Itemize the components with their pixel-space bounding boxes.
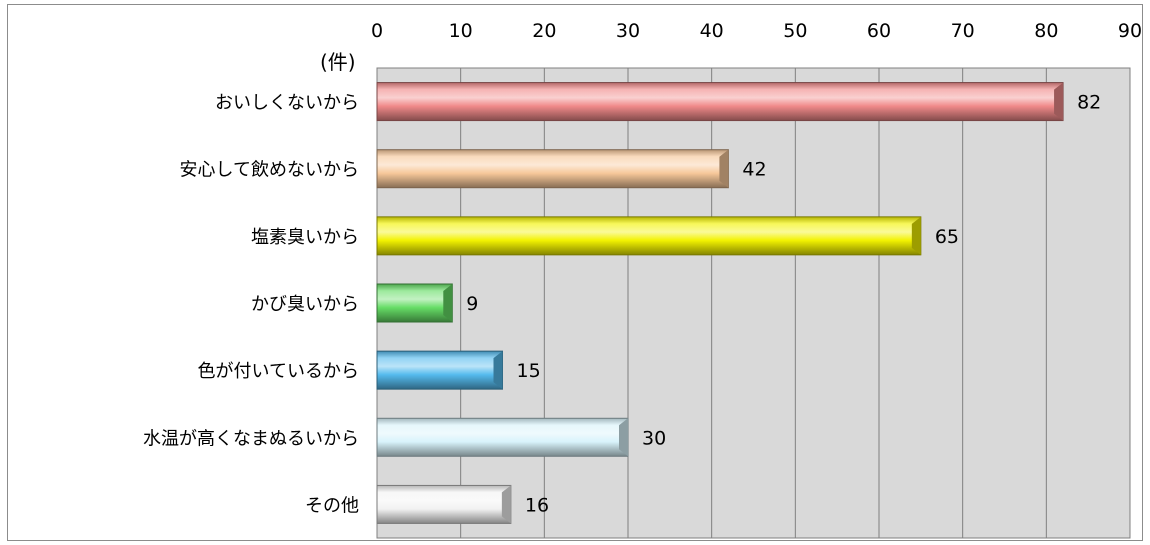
x-tick-label: 40 bbox=[700, 20, 724, 42]
bar-bevel bbox=[619, 418, 628, 457]
x-tick-label: 20 bbox=[532, 20, 556, 42]
category-label: 色が付いているから bbox=[198, 361, 359, 382]
category-label: かび臭いから bbox=[251, 294, 359, 315]
value-label: 16 bbox=[525, 494, 549, 516]
bar-bevel bbox=[443, 284, 453, 322]
x-tick-label: 50 bbox=[783, 20, 807, 42]
value-label: 30 bbox=[642, 427, 666, 449]
bar bbox=[376, 484, 512, 524]
value-label: 82 bbox=[1077, 92, 1101, 114]
unit-label: (件) bbox=[320, 50, 356, 74]
category-label: その他 bbox=[305, 495, 359, 516]
value-label: 15 bbox=[517, 360, 541, 382]
category-label: おいしくないから bbox=[215, 93, 359, 114]
value-label: 65 bbox=[935, 226, 959, 248]
bars bbox=[376, 82, 1064, 524]
bar-body bbox=[376, 484, 512, 524]
x-tick-label: 80 bbox=[1034, 20, 1058, 42]
bar bbox=[376, 82, 1064, 122]
x-tick-label: 60 bbox=[867, 20, 891, 42]
grid-lines bbox=[460, 68, 1047, 538]
category-label: 塩素臭いから bbox=[251, 227, 359, 248]
bar bbox=[376, 283, 453, 323]
plot-area bbox=[376, 67, 1131, 539]
value-label: 42 bbox=[742, 159, 766, 181]
bar-body bbox=[376, 350, 503, 390]
category-label: 安心して飲めないから bbox=[180, 160, 359, 181]
bar-body bbox=[376, 216, 922, 256]
bar bbox=[376, 216, 922, 256]
bar-bevel bbox=[493, 351, 503, 390]
category-labels: おいしくないから安心して飲めないから塩素臭いからかび臭いから色が付いているから水… bbox=[143, 93, 359, 517]
x-tick-label: 10 bbox=[449, 20, 473, 42]
bar-bevel bbox=[501, 485, 511, 524]
bar-body bbox=[376, 417, 629, 457]
bar bbox=[376, 417, 629, 457]
bar-body bbox=[376, 82, 1064, 122]
x-tick-label: 0 bbox=[371, 20, 383, 42]
bar-body bbox=[376, 283, 453, 323]
bar bbox=[376, 149, 729, 189]
x-tick-label: 70 bbox=[951, 20, 975, 42]
bar-bevel bbox=[719, 149, 729, 188]
bar-body bbox=[376, 149, 729, 189]
x-tick-label: 90 bbox=[1118, 20, 1142, 42]
category-label: 水温が高くなまぬるいから bbox=[143, 428, 359, 449]
value-label: 9 bbox=[466, 293, 478, 315]
value-labels: 82 42 65 9 15 30 16 bbox=[466, 92, 1101, 517]
bar-bevel bbox=[911, 216, 921, 255]
x-tick-label: 30 bbox=[616, 20, 640, 42]
bar-bevel bbox=[1054, 82, 1064, 121]
bar bbox=[376, 350, 503, 390]
x-axis-ticks: 0 10 20 30 40 50 60 70 80 90 bbox=[371, 20, 1142, 42]
